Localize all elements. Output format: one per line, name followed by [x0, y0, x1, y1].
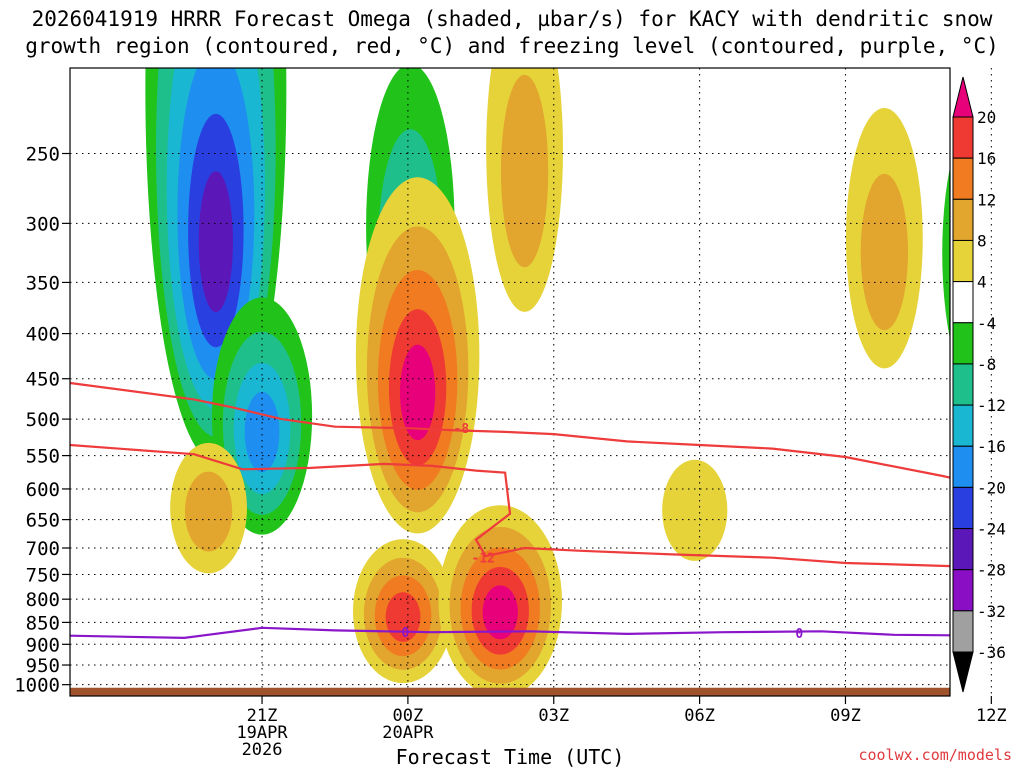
colorbar-label--4: -4	[977, 314, 996, 333]
y-tick-label-900: 900	[26, 634, 60, 656]
omega-blob-lower-descent-00z-16	[385, 592, 421, 642]
x-tick-label-00Z: 00Z	[393, 706, 424, 726]
terrain-fill	[70, 687, 950, 696]
colorbar-label--36: -36	[977, 643, 1006, 662]
y-tick-label-400: 400	[26, 324, 60, 346]
omega-blob-upper-descent-03z-8	[500, 74, 549, 268]
colorbar-box-4	[952, 281, 974, 324]
dendritic-contour--12	[70, 443, 950, 568]
colorbar-label-12: 12	[977, 190, 996, 209]
x-tick-label-03Z: 03Z	[538, 706, 569, 726]
colorbar-box-12	[952, 610, 974, 653]
x-tick-date-21Z: 19APR	[236, 723, 288, 743]
title-line-2: growth region (contoured, red, °C) and f…	[25, 34, 999, 58]
x-tick-label-21Z: 21Z	[247, 706, 278, 726]
freezing-level-label-0: 0	[402, 626, 410, 641]
omega-blob-ascent-low-12z--32	[1014, 551, 1024, 625]
colorbar-label-8: 8	[977, 231, 987, 250]
dendritic-contour--8	[70, 381, 950, 479]
colorbar-label-4: 4	[977, 273, 987, 292]
freezing-level-contour	[70, 626, 950, 640]
colorbar-label--24: -24	[977, 520, 1006, 539]
x-tick-year-21Z: 2026	[242, 740, 283, 760]
omega-blob-descent-mid-05z-4	[662, 459, 728, 561]
colorbar-label-20: 20	[977, 108, 996, 127]
colorbar-top-triangle	[952, 76, 974, 118]
y-tick-label-700: 700	[26, 538, 60, 560]
dendritic-label--8: -8	[454, 422, 470, 437]
colorbar-label--12: -12	[977, 396, 1006, 415]
colorbar-box-8	[952, 445, 974, 488]
omega-shading	[145, 68, 1024, 696]
y-tick-label-300: 300	[26, 213, 60, 235]
y-tick-label-350: 350	[26, 272, 60, 294]
colorbar-box-1	[952, 157, 974, 200]
plot-frame	[69, 67, 951, 697]
y-tick-label-550: 550	[26, 446, 60, 468]
colorbar-box-3	[952, 239, 974, 283]
freezing-level-label-1: 0	[795, 627, 803, 642]
colorbar-box-9	[952, 486, 974, 530]
y-tick-label-850: 850	[26, 612, 60, 634]
y-tick-label-450: 450	[26, 369, 60, 391]
omega-blob-left-ascent-mid--16	[244, 391, 280, 473]
omega-blob-left-descent-low-8	[184, 471, 233, 552]
colorbar-bottom-triangle	[952, 651, 974, 693]
colorbar-label--28: -28	[977, 561, 1006, 580]
y-tick-label-800: 800	[26, 589, 60, 611]
colorbar-label--20: -20	[977, 478, 1006, 497]
omega-blob-ascent-upper-10z--4	[942, 167, 950, 340]
grid-lines	[70, 68, 992, 696]
colorbar-box-0	[952, 116, 974, 159]
colorbar: 20 16 12 8 4 -4 -8 -12 -16 -20 -24 -28 -32 -36	[952, 76, 1006, 693]
colorbar-box-5	[952, 322, 974, 365]
y-tick-label-950: 950	[26, 655, 60, 677]
x-tick-label-06Z: 06Z	[684, 706, 715, 726]
dendritic-label--12: -12	[472, 552, 495, 567]
y-tick-label-250: 250	[26, 143, 60, 165]
omega-blob-ascent-low-12z--28	[1005, 535, 1024, 637]
credit-text: coolwx.com/models	[858, 746, 1012, 764]
y-axis: 2503003504004505005506006507007508008509…	[14, 143, 70, 697]
contours: -12 -8 0 0	[70, 381, 950, 642]
y-tick-label-750: 750	[26, 564, 60, 586]
x-tick-label-09Z: 09Z	[830, 706, 861, 726]
title-line-1: 2026041919 HRRR Forecast Omega (shaded, …	[31, 7, 993, 31]
colorbar-box-6	[952, 363, 974, 406]
x-tick-label-12Z: 12Z	[976, 706, 1007, 726]
x-tick-date-00Z: 20APR	[382, 723, 434, 743]
y-tick-label-600: 600	[26, 479, 60, 501]
colorbar-label--16: -16	[977, 437, 1006, 456]
colorbar-box-11	[952, 569, 974, 612]
colorbar-box-7	[952, 404, 974, 447]
x-axis-label: Forecast Time (UTC)	[396, 745, 625, 768]
colorbar-box-10	[952, 528, 974, 571]
y-tick-label-500: 500	[26, 409, 60, 431]
terrain	[70, 687, 950, 696]
y-tick-label-650: 650	[26, 510, 60, 532]
chart-title: 2026041919 HRRR Forecast Omega (shaded, …	[0, 6, 1024, 60]
colorbar-label-16: 16	[977, 149, 996, 168]
omega-blob-descent-upper-08z-8	[860, 173, 909, 331]
colorbar-label--32: -32	[977, 602, 1006, 621]
colorbar-box-2	[952, 198, 974, 241]
y-tick-label-1000: 1000	[14, 675, 60, 697]
colorbar-label--8: -8	[977, 355, 996, 374]
omega-blob-descent-00z-20	[399, 344, 436, 441]
omega-blob-upper-left-ascent--24	[198, 171, 233, 313]
